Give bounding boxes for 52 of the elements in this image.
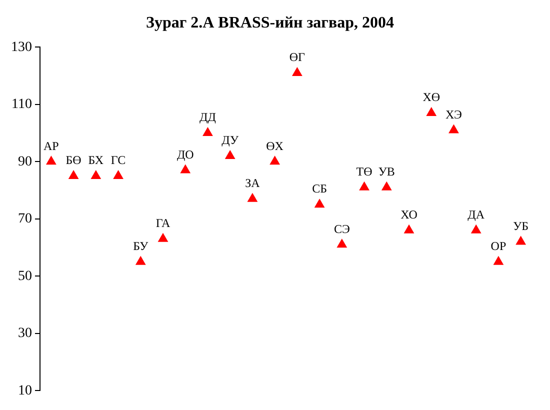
point — [247, 192, 258, 202]
point — [493, 256, 504, 265]
point — [292, 66, 302, 76]
x-tick-label: ГС — [110, 153, 126, 168]
point — [448, 124, 459, 134]
point — [180, 164, 191, 174]
x-tick-label: БӨ — [66, 153, 82, 168]
point — [113, 170, 124, 179]
y-tick-label: 130 — [11, 40, 32, 55]
x-tick-label: СБ — [312, 182, 328, 196]
y-tick-label: 30 — [18, 326, 32, 342]
y-tick-label: 10 — [18, 383, 32, 398]
x-tick-label: ГА — [156, 216, 170, 230]
point — [224, 150, 236, 159]
point — [381, 181, 392, 190]
point — [90, 170, 102, 179]
y-tick-label: 110 — [12, 97, 32, 112]
x-tick-label: ДД — [200, 110, 216, 124]
y-tick-label: 90 — [18, 154, 32, 170]
point — [470, 224, 482, 234]
chart-title: Зураг 2.А BRASS-ийн загвар, 2004 — [146, 14, 394, 32]
x-tick-label: ЗА — [245, 176, 260, 190]
point — [270, 156, 280, 165]
point — [404, 224, 414, 234]
point — [158, 232, 168, 242]
x-tick-label: ТӨ — [356, 164, 373, 179]
x-tick-label: БУ — [133, 238, 149, 253]
point — [202, 127, 213, 136]
point — [359, 181, 370, 190]
y-tick-label: 70 — [18, 212, 32, 227]
x-tick-label: БХ — [88, 153, 104, 168]
x-tick-label: ДО — [176, 147, 194, 162]
x-tick-label: ӨХ — [266, 138, 284, 153]
x-tick-label: СЭ — [334, 222, 350, 236]
point — [46, 156, 56, 165]
point — [336, 238, 348, 248]
point — [516, 236, 526, 245]
x-tick-label: ДА — [468, 208, 485, 222]
x-tick-label: УБ — [513, 218, 529, 233]
x-tick-label: ӨГ — [289, 50, 306, 64]
y-tick-label: 50 — [18, 268, 32, 284]
point — [68, 170, 79, 179]
point — [426, 107, 437, 116]
x-tick-label: ХӨ — [422, 90, 440, 104]
x-tick-label: ХЭ — [446, 107, 462, 122]
x-tick-label: ХО — [400, 208, 418, 222]
x-tick-label: ДУ — [222, 133, 240, 148]
x-tick-label: АР — [44, 138, 60, 153]
x-tick-label: ОР — [490, 238, 506, 253]
x-tick-label: УВ — [378, 164, 395, 179]
point — [135, 256, 146, 265]
point — [314, 198, 325, 208]
